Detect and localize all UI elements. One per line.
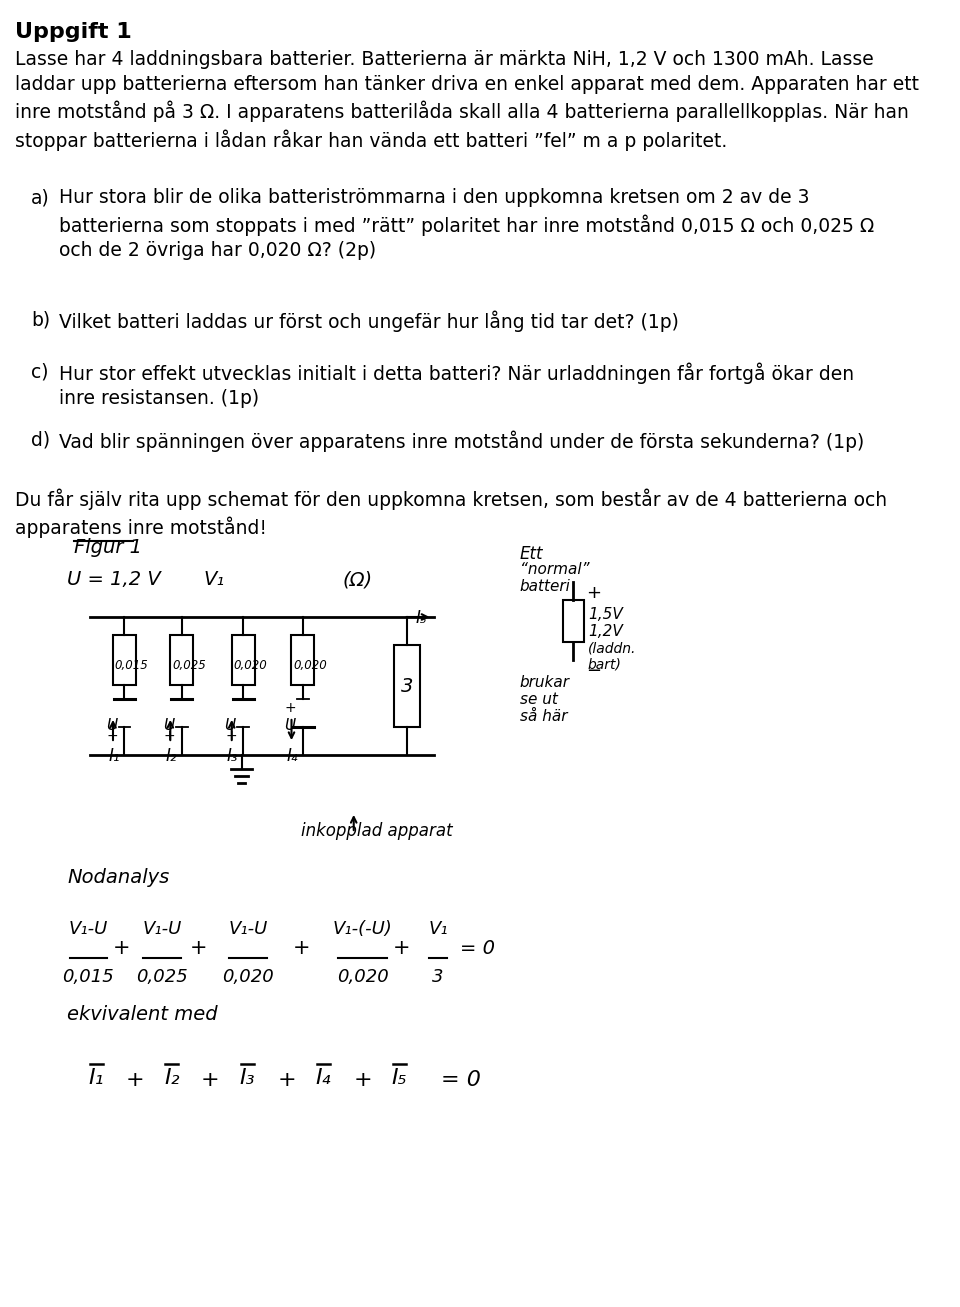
Text: +: + [189, 938, 207, 958]
Text: V₁-(-U): V₁-(-U) [333, 920, 393, 938]
Text: 0,015: 0,015 [62, 968, 114, 985]
Text: U: U [106, 718, 117, 733]
Text: 1,5V: 1,5V [588, 606, 623, 622]
Bar [231, 635, 254, 685]
Text: V₁-U: V₁-U [69, 920, 108, 938]
Text: Ett: Ett [520, 545, 543, 563]
Text: 0,020: 0,020 [337, 968, 389, 985]
Text: Figur 1: Figur 1 [74, 538, 142, 557]
Text: a): a) [31, 188, 50, 207]
Text: 0,025: 0,025 [172, 659, 205, 672]
Text: +: + [285, 701, 297, 715]
Text: I₅: I₅ [392, 1068, 407, 1087]
Text: Lasse har 4 laddningsbara batterier. Batterierna är märkta NiH, 1,2 V och 1300 m: Lasse har 4 laddningsbara batterier. Bat… [14, 50, 919, 152]
Text: I₁: I₁ [89, 1068, 105, 1087]
Bar [563, 600, 584, 642]
Text: I₃: I₃ [240, 1068, 255, 1087]
Text: Uppgift 1: Uppgift 1 [14, 22, 132, 42]
Text: c): c) [31, 362, 49, 382]
Text: Hur stora blir de olika batteriströmmarna i den uppkomna kretsen om 2 av de 3
ba: Hur stora blir de olika batteriströmmarn… [59, 188, 875, 260]
Text: I₂: I₂ [164, 1068, 180, 1087]
Text: 1,2V: 1,2V [588, 623, 623, 639]
Text: U: U [225, 718, 235, 733]
Text: I₄: I₄ [316, 1068, 331, 1087]
Text: 0,020: 0,020 [233, 659, 267, 672]
Bar [292, 635, 315, 685]
Text: V₁: V₁ [204, 570, 225, 589]
Text: V₁-U: V₁-U [142, 920, 181, 938]
Text: U: U [284, 718, 296, 733]
Text: U: U [163, 718, 174, 733]
Text: = 0: = 0 [460, 938, 495, 958]
Text: 0,020: 0,020 [222, 968, 274, 985]
Text: b): b) [31, 310, 50, 329]
Text: (laddn.: (laddn. [588, 640, 636, 655]
Text: −: − [587, 663, 601, 680]
Text: I₂: I₂ [165, 748, 177, 765]
Text: se ut: se ut [520, 691, 558, 707]
Text: I₅: I₅ [416, 609, 427, 627]
Text: +: + [353, 1070, 372, 1090]
Text: (Ω): (Ω) [343, 570, 372, 589]
Text: 0,025: 0,025 [136, 968, 188, 985]
Text: V₁: V₁ [428, 920, 448, 938]
Text: I₁: I₁ [108, 748, 120, 765]
Text: så här: så här [520, 708, 567, 724]
Text: U = 1,2 V: U = 1,2 V [67, 570, 161, 589]
Text: Vad blir spänningen över apparatens inre motstånd under de första sekunderna? (1: Vad blir spänningen över apparatens inre… [59, 430, 864, 451]
Text: Du får själv rita upp schemat för den uppkomna kretsen, som består av de 4 batte: Du får själv rita upp schemat för den up… [14, 488, 887, 538]
Text: +: + [587, 584, 601, 603]
Text: ekvivalent med: ekvivalent med [67, 1005, 218, 1023]
Text: inkopplad apparat: inkopplad apparat [301, 822, 453, 840]
Text: brukar: brukar [520, 674, 570, 690]
Text: I₄: I₄ [287, 748, 299, 765]
Text: +: + [126, 1070, 144, 1090]
Text: batteri: batteri [520, 579, 571, 593]
Text: Hur stor effekt utvecklas initialt i detta batteri? När urladdningen får fortgå : Hur stor effekt utvecklas initialt i det… [59, 362, 854, 409]
Bar [113, 635, 136, 685]
Bar [170, 635, 193, 685]
Text: d): d) [31, 430, 50, 450]
Text: V₁-U: V₁-U [228, 920, 268, 938]
Text: = 0: = 0 [441, 1070, 480, 1090]
Text: +: + [226, 729, 237, 742]
Text: +: + [277, 1070, 296, 1090]
Text: 0,015: 0,015 [114, 659, 149, 672]
Text: Nodanalys: Nodanalys [67, 868, 169, 887]
Text: Vilket batteri laddas ur först och ungefär hur lång tid tar det? (1p): Vilket batteri laddas ur först och ungef… [59, 310, 679, 332]
Text: “normal”: “normal” [520, 562, 589, 576]
Text: 3: 3 [400, 677, 413, 695]
Text: +: + [293, 938, 310, 958]
Text: bart): bart) [588, 657, 622, 670]
Text: 0,020: 0,020 [293, 659, 327, 672]
Text: 3: 3 [432, 968, 444, 985]
Bar [394, 644, 420, 727]
Text: +: + [107, 729, 118, 742]
Text: +: + [393, 938, 410, 958]
Text: +: + [201, 1070, 220, 1090]
Text: I₃: I₃ [227, 748, 238, 765]
Text: +: + [164, 729, 176, 742]
Text: +: + [112, 938, 130, 958]
